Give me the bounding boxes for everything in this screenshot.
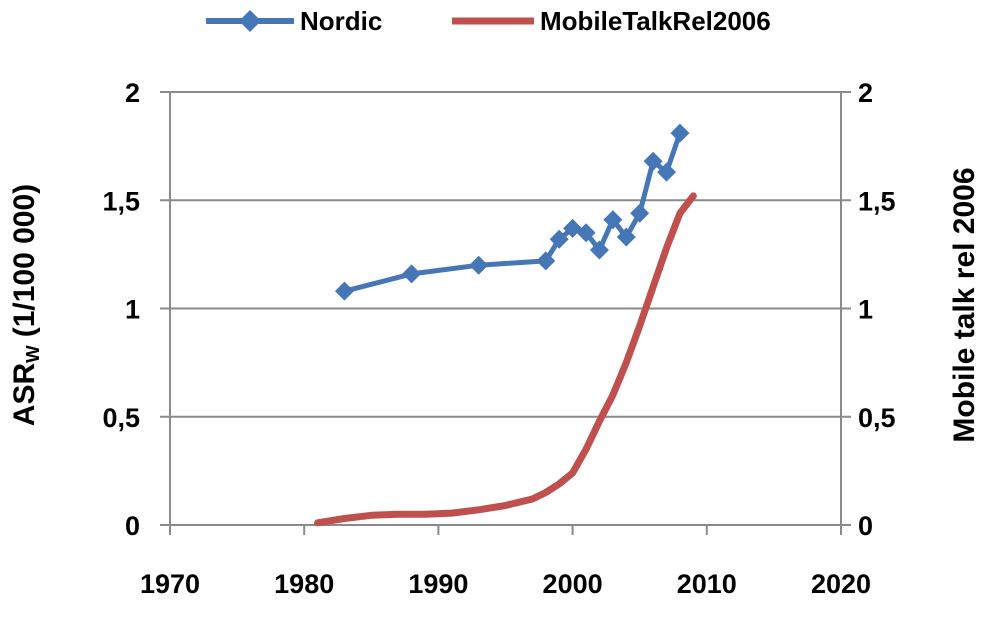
mobiletalk-line-icon bbox=[452, 17, 534, 25]
data-point-diamond bbox=[576, 223, 596, 243]
legend-item-nordic: Nordic bbox=[203, 5, 382, 37]
y-tick-label-left: 1 bbox=[125, 295, 140, 325]
data-point-diamond bbox=[334, 281, 354, 301]
legend-item-mobiletalk: MobileTalkRel2006 bbox=[449, 5, 771, 37]
data-point-diamond bbox=[549, 229, 569, 249]
left-axis-title: ASRW (1/100 000) bbox=[8, 85, 48, 525]
legend-label-mobiletalk: MobileTalkRel2006 bbox=[540, 5, 771, 36]
y-tick-label-right: 0 bbox=[858, 511, 873, 541]
legend-label-nordic: Nordic bbox=[300, 5, 383, 36]
right-axis-title-text: Mobile talk rel 2006 bbox=[948, 167, 981, 443]
data-point-diamond bbox=[402, 264, 422, 284]
data-point-diamond bbox=[589, 240, 609, 260]
data-point-diamond bbox=[616, 227, 636, 247]
x-tick-label: 2010 bbox=[677, 569, 737, 599]
data-point-diamond bbox=[630, 203, 650, 223]
y-tick-label-left: 1,5 bbox=[102, 186, 140, 216]
series-line-mobiletalkrel2006 bbox=[314, 192, 697, 527]
y-tick-label-right: 1,5 bbox=[858, 186, 896, 216]
left-axis-title-subscript: W bbox=[21, 345, 43, 363]
y-tick-label-right: 1 bbox=[858, 295, 873, 325]
x-tick-label: 2020 bbox=[811, 569, 871, 599]
data-point-diamond bbox=[670, 123, 690, 143]
x-tick-label: 1970 bbox=[140, 569, 200, 599]
left-axis-title-suffix: (1/100 000) bbox=[8, 183, 41, 338]
data-point-diamond bbox=[603, 210, 623, 230]
right-axis-title: Mobile talk rel 2006 bbox=[948, 85, 988, 525]
nordic-line-marker-icon bbox=[206, 10, 294, 32]
left-axis-title-prefix: ASR bbox=[8, 362, 41, 427]
data-point-diamond bbox=[536, 251, 556, 271]
x-tick-label: 1980 bbox=[274, 569, 334, 599]
y-tick-label-right: 0,5 bbox=[858, 403, 896, 433]
y-tick-label-right: 2 bbox=[858, 78, 873, 108]
data-point-diamond bbox=[469, 255, 489, 275]
y-tick-label-left: 0,5 bbox=[102, 403, 140, 433]
data-point-diamond bbox=[657, 162, 677, 182]
x-tick-label: 2000 bbox=[543, 569, 603, 599]
y-tick-label-left: 0 bbox=[125, 511, 140, 541]
series-line-nordic bbox=[341, 130, 683, 294]
data-point-diamond bbox=[643, 151, 663, 171]
x-tick-label: 1990 bbox=[408, 569, 468, 599]
y-tick-label-left: 2 bbox=[125, 78, 140, 108]
